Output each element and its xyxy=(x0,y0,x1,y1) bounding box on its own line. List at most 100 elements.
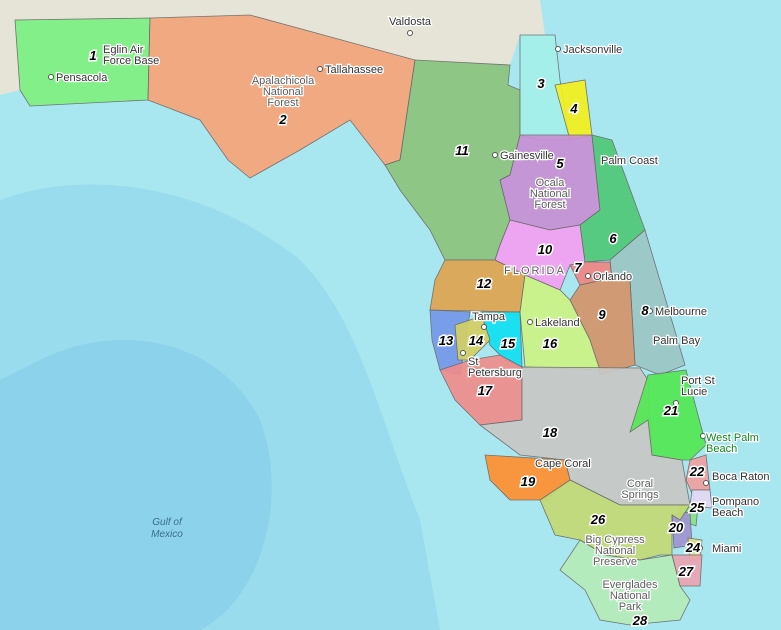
district-21[interactable] xyxy=(629,369,707,461)
district-label-9: 9 xyxy=(598,307,606,322)
basemap: Gulf of Mexico xyxy=(0,0,545,630)
place-pensacola: Pensacola xyxy=(48,71,110,85)
place-name: National xyxy=(530,188,570,200)
place-name: Force Base xyxy=(103,55,159,67)
place-name: Ocala xyxy=(536,177,566,189)
place-name: St xyxy=(468,356,478,368)
place-marker-icon xyxy=(460,350,466,356)
place-name: Forest xyxy=(267,97,298,109)
place-name: Jacksonville xyxy=(563,44,622,56)
district-label-8: 8 xyxy=(641,303,649,318)
district-label-18: 18 xyxy=(543,425,558,440)
place-name: National xyxy=(610,590,650,602)
place-name: Orlando xyxy=(593,271,632,283)
district-label-16: 16 xyxy=(543,336,558,351)
gulf-label-line: Mexico xyxy=(151,529,183,540)
place-valdosta: Valdosta xyxy=(388,15,433,36)
district-23[interactable] xyxy=(689,489,713,509)
gulf-label-line: Gulf of xyxy=(152,517,183,528)
place-name: National xyxy=(263,86,303,98)
place-orlando: Orlando xyxy=(585,270,633,284)
place-name: Tampa xyxy=(472,311,506,323)
district-label-7: 7 xyxy=(574,260,582,275)
place-name: Lakeland xyxy=(535,317,580,329)
place-palmbay: Palm Bay xyxy=(652,334,702,349)
place-name: Melbourne xyxy=(655,306,707,318)
place-name: Preserve xyxy=(593,556,637,568)
place-name: West Palm xyxy=(706,432,759,444)
place-marker-icon xyxy=(585,273,591,279)
place-name: Palm Bay xyxy=(653,335,701,347)
gulf-basin xyxy=(0,340,272,630)
district-16[interactable] xyxy=(519,274,601,371)
place-marker-icon xyxy=(700,433,706,439)
district-28[interactable] xyxy=(559,539,691,626)
place-name: Miami xyxy=(712,543,741,555)
place-name: Forest xyxy=(534,199,565,211)
district-label-14: 14 xyxy=(469,333,484,348)
place-name: Lucie xyxy=(681,386,707,398)
place-name: Pensacola xyxy=(56,72,108,84)
land-alabama xyxy=(0,20,20,95)
place-marker-icon xyxy=(555,46,561,52)
district-label-13: 13 xyxy=(439,333,454,348)
place-name: Valdosta xyxy=(389,16,432,28)
district-label-28: 28 xyxy=(632,613,648,628)
place-name: Gainesville xyxy=(500,150,554,162)
district-10[interactable] xyxy=(494,219,586,291)
district-label-2: 2 xyxy=(278,112,287,127)
district-1[interactable] xyxy=(14,17,151,107)
district-label-25: 25 xyxy=(689,500,705,515)
place-name: Coral xyxy=(627,478,653,490)
place-name: National xyxy=(595,545,635,557)
place-name: Boca Raton xyxy=(712,471,769,483)
place-gainesville: Gainesville xyxy=(492,149,555,163)
place-tallahassee: Tallahassee xyxy=(317,63,384,77)
place-name: Port St xyxy=(681,375,715,387)
district-label-19: 19 xyxy=(521,474,536,489)
place-name: Apalachicola xyxy=(252,75,315,87)
district-label-1: 1 xyxy=(89,48,96,63)
place-marker-icon xyxy=(527,319,533,325)
district-label-10: 10 xyxy=(538,242,553,257)
place-name: Beach xyxy=(706,443,737,455)
place-name: Tallahassee xyxy=(325,64,383,76)
place-marker-icon xyxy=(407,30,413,36)
district-label-22: 22 xyxy=(689,464,705,479)
place-name: Eglin Air xyxy=(103,44,144,56)
place-name: Palm Coast xyxy=(601,155,658,167)
district-label-4: 4 xyxy=(569,101,578,116)
place-marker-icon xyxy=(481,324,487,330)
place-name: Cape Coral xyxy=(535,458,591,470)
district-label-6: 6 xyxy=(609,231,617,246)
place-palmcoast: Palm Coast xyxy=(600,154,659,169)
place-melbourne: Melbourne xyxy=(647,305,708,319)
place-marker-icon xyxy=(48,74,54,80)
place-capecoral: Cape Coral xyxy=(534,457,592,472)
district-label-12: 12 xyxy=(477,276,492,291)
district-label-5: 5 xyxy=(556,156,564,171)
place-name: Petersburg xyxy=(468,367,522,379)
place-marker-icon xyxy=(673,400,679,406)
district-label-3: 3 xyxy=(537,76,545,91)
place-name: Everglades xyxy=(602,579,658,591)
place-jacksonville: Jacksonville xyxy=(555,43,624,57)
place-name: Springs xyxy=(621,489,659,501)
place-tampa: Tampa xyxy=(471,310,507,330)
district-2[interactable] xyxy=(147,14,416,179)
district-label-15: 15 xyxy=(501,336,516,351)
district-6[interactable] xyxy=(579,134,646,263)
place-name: Park xyxy=(619,601,642,613)
land-north xyxy=(0,0,545,65)
